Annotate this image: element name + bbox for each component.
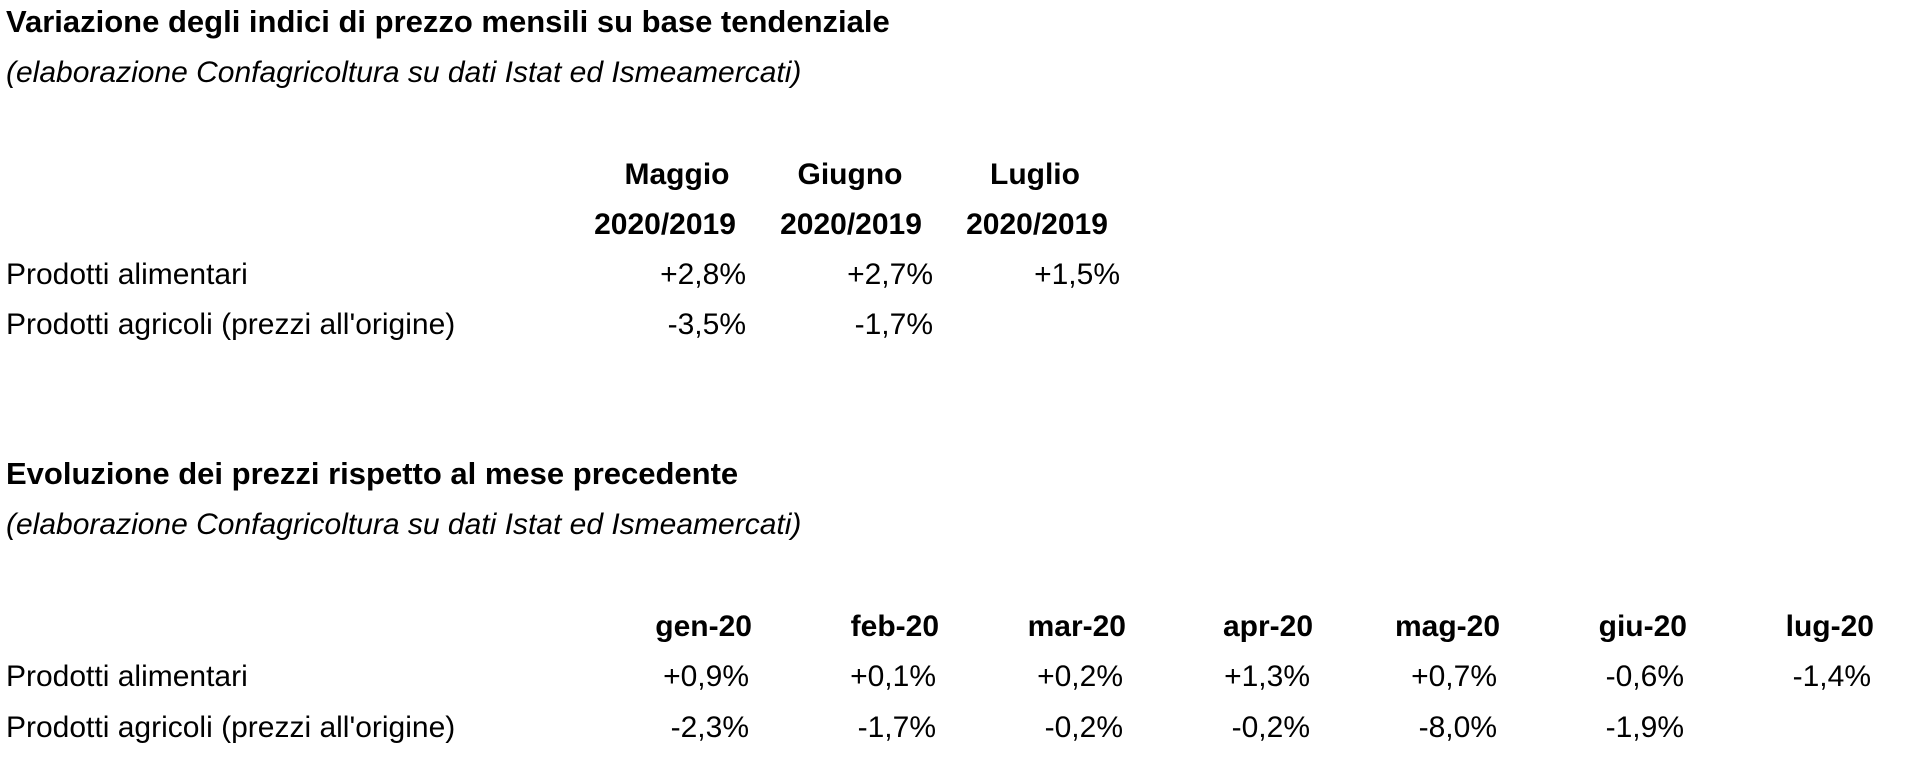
table2-col-header-6: giu-20	[1598, 610, 1687, 643]
table2-row1-cell-5: +0,7%	[1411, 660, 1497, 693]
table1-row2-cell-2: -1,7%	[854, 308, 933, 341]
table1-row1-cell-1: +2,8%	[660, 258, 746, 291]
table2-row2-label: Prodotti agricoli (prezzi all'origine)	[6, 711, 456, 744]
table2-title: Evoluzione dei prezzi rispetto al mese p…	[6, 456, 739, 491]
table2-row1-cell-2: +0,1%	[850, 660, 936, 693]
table2-col-header-5: mag-20	[1394, 610, 1500, 643]
table2-row2-cell-5: -8,0%	[1418, 711, 1497, 744]
table2-row1-cell-6: -0,6%	[1605, 660, 1684, 693]
table2-row2-cell-1: -2,3%	[670, 711, 749, 744]
table2-col-header-4: apr-20	[1222, 610, 1313, 643]
table2-row1-cell-7: -1,4%	[1792, 660, 1871, 693]
table1-col-header-3-line1: Luglio	[990, 158, 1080, 191]
table1-row1-label: Prodotti alimentari	[6, 258, 248, 291]
table1-row2-cell-1: -3,5%	[667, 308, 746, 341]
table1-col-header-2-line2: 2020/2019	[780, 208, 922, 241]
table1-col-header-2-line1: Giugno	[797, 158, 903, 191]
table2-col-header-1: gen-20	[655, 610, 752, 643]
table2-col-header-7: lug-20	[1785, 610, 1874, 643]
table1-col-header-1-line1: Maggio	[624, 158, 730, 191]
table2-row2-cell-4: -0,2%	[1231, 711, 1310, 744]
table1-row1-cell-2: +2,7%	[847, 258, 933, 291]
table1-subtitle: (elaborazione Confagricoltura su dati Is…	[6, 56, 802, 89]
table2-subtitle: (elaborazione Confagricoltura su dati Is…	[6, 508, 802, 541]
table2-col-header-2: feb-20	[850, 610, 939, 643]
table2-row1-label: Prodotti alimentari	[6, 660, 248, 693]
table1-row1-cell-3: +1,5%	[1034, 258, 1120, 291]
table2-row2-cell-6: -1,9%	[1605, 711, 1684, 744]
table1-row2-label: Prodotti agricoli (prezzi all'origine)	[6, 308, 456, 341]
table2-row2-cell-3: -0,2%	[1044, 711, 1123, 744]
table2-row2-cell-2: -1,7%	[857, 711, 936, 744]
table2-row1-cell-3: +0,2%	[1037, 660, 1123, 693]
table1-col-header-3-line2: 2020/2019	[966, 208, 1108, 241]
table2-row1-cell-4: +1,3%	[1224, 660, 1310, 693]
table1-title: Variazione degli indici di prezzo mensil…	[6, 4, 890, 39]
table1-col-header-1-line2: 2020/2019	[594, 208, 736, 241]
table2-row1-cell-1: +0,9%	[663, 660, 749, 693]
table2-col-header-3: mar-20	[1027, 610, 1126, 643]
